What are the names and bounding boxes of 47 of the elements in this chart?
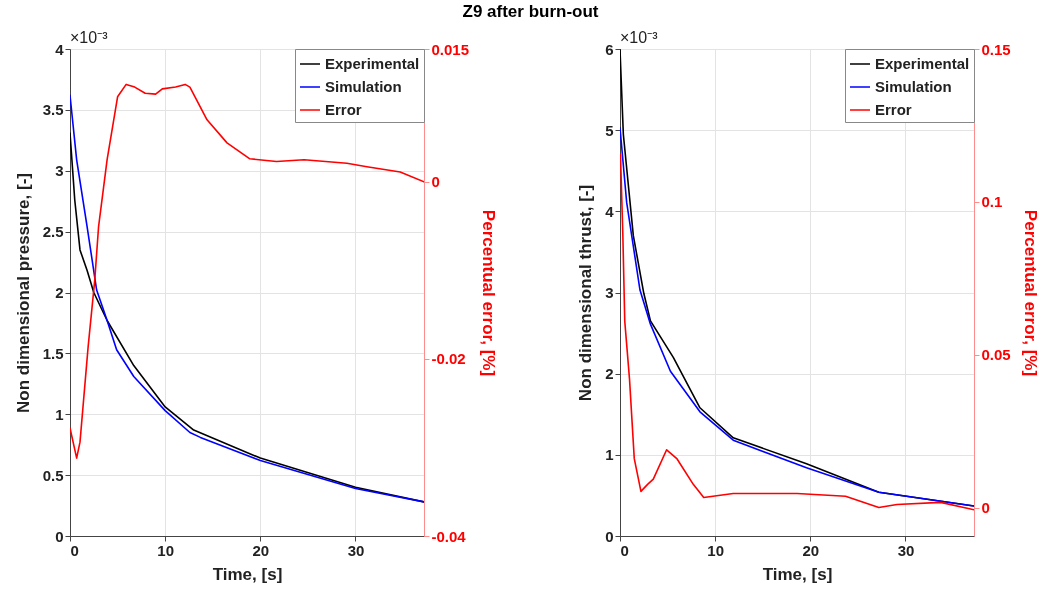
y2-tick-label: 0 — [981, 499, 990, 517]
legend-label: Simulation — [325, 78, 402, 95]
y-tick-label: 2.5 — [42, 223, 64, 241]
x-tick-label: 30 — [897, 541, 915, 559]
x-tick-label: 0 — [70, 541, 79, 559]
legend-label: Experimental — [875, 55, 970, 72]
y-axis-title: Non dimensional pressure, [-] — [13, 173, 33, 413]
text: ×10⁻³ — [70, 29, 109, 46]
y-tick-label: 2 — [605, 365, 614, 383]
y-axis-title: Non dimensional thrust, [-] — [576, 184, 596, 402]
x-tick-label: 10 — [707, 541, 725, 559]
y2-tick-label: 0.1 — [981, 193, 1003, 211]
y-tick-label: 5 — [605, 121, 614, 139]
x-tick-label: 20 — [252, 541, 270, 559]
y-tick-label: 3.5 — [42, 101, 64, 119]
text: ×10⁻³ — [620, 29, 659, 46]
y2-tick-label: 0.15 — [981, 40, 1011, 58]
y-tick-label: 4 — [55, 40, 65, 58]
y-tick-label: 0 — [55, 527, 64, 545]
x-tick-label: 20 — [802, 541, 820, 559]
y-tick-label: 1.5 — [42, 344, 64, 362]
x-tick-label: 30 — [347, 541, 365, 559]
legend-label: Experimental — [325, 55, 420, 72]
y-tick-label: 3 — [605, 284, 614, 301]
y-tick-label: 4 — [605, 202, 615, 220]
legend-label: Error — [325, 101, 362, 118]
x-tick-label: 0 — [620, 541, 629, 559]
y-tick-label: 0.5 — [42, 466, 64, 484]
y-tick-label: 6 — [605, 40, 614, 58]
y2-tick-label: 0.015 — [431, 40, 470, 58]
text: Z9 after burn-out — [461, 2, 600, 22]
y-tick-label: 3 — [55, 162, 64, 180]
y-tick-label: 1 — [605, 446, 614, 464]
y2-tick-label: -0.04 — [431, 527, 467, 545]
y-tick-label: 1 — [55, 405, 64, 423]
y2-tick-label: 0 — [431, 173, 440, 191]
x-axis-title: Time, [s] — [212, 564, 283, 584]
x-axis-title: Time, [s] — [762, 564, 833, 584]
y2-axis-title: Percentual error, [%] — [479, 209, 499, 377]
y2-tick-label: 0.05 — [981, 346, 1011, 364]
y2-axis-title: Percentual error, [%] — [1020, 209, 1040, 377]
y2-tick-label: -0.02 — [431, 350, 466, 368]
y-tick-label: 0 — [605, 527, 614, 545]
legend-label: Error — [875, 101, 912, 118]
legend-label: Simulation — [875, 78, 952, 95]
x-tick-label: 10 — [157, 541, 175, 559]
y-tick-label: 2 — [55, 284, 64, 301]
